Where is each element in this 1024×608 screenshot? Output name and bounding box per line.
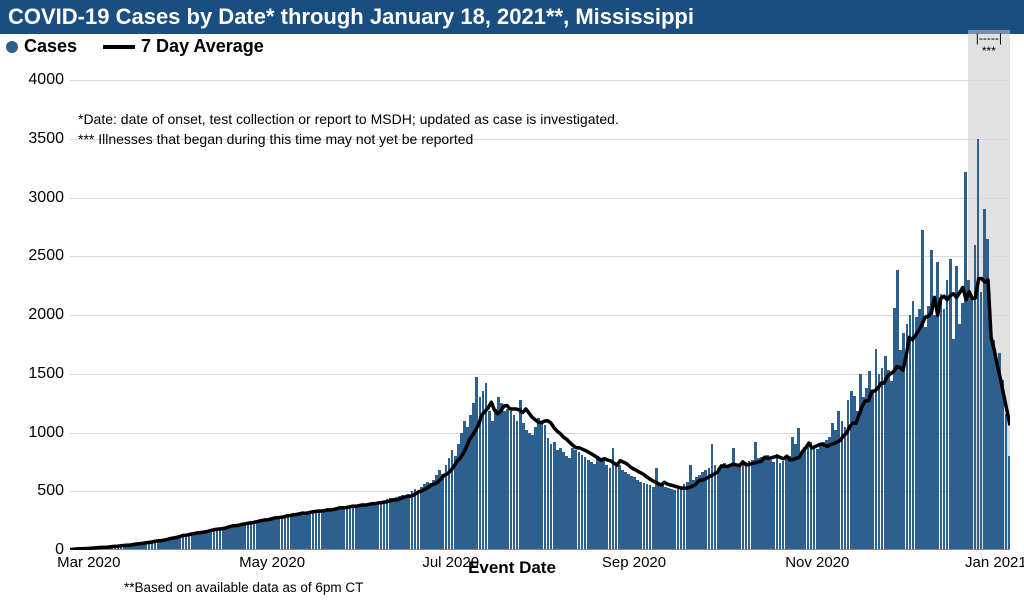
case-bar — [1008, 456, 1011, 550]
legend-cases-label: Cases — [24, 36, 77, 57]
footnote: **Based on available data as of 6pm CT — [124, 580, 363, 595]
avg-line-icon — [103, 45, 135, 49]
legend: Cases 7 Day Average — [6, 36, 264, 57]
y-tick-label: 1500 — [28, 365, 70, 383]
legend-avg-label: 7 Day Average — [141, 36, 264, 57]
y-tick-label: 4000 — [28, 71, 70, 89]
note-line-2: *** Illnesses that began during this tim… — [78, 130, 619, 150]
y-tick-label: 2500 — [28, 247, 70, 265]
y-tick-label: 3000 — [28, 189, 70, 207]
bars-container — [70, 80, 1010, 550]
cases-marker-icon — [6, 41, 18, 53]
incomplete-data-label: |-----|*** — [968, 32, 1010, 58]
chart-plot-area: |-----|***050010001500200025003000350040… — [70, 80, 1010, 550]
y-tick-label: 2000 — [28, 306, 70, 324]
x-axis-title: Event Date — [0, 558, 1024, 578]
y-tick-label: 1000 — [28, 424, 70, 442]
chart-notes: *Date: date of onset, test collection or… — [78, 110, 619, 149]
note-line-1: *Date: date of onset, test collection or… — [78, 110, 619, 130]
chart-title: COVID-19 Cases by Date* through January … — [0, 0, 1024, 34]
x-axis-line — [70, 549, 1010, 550]
y-tick-label: 3500 — [28, 130, 70, 148]
y-tick-label: 500 — [37, 482, 70, 500]
